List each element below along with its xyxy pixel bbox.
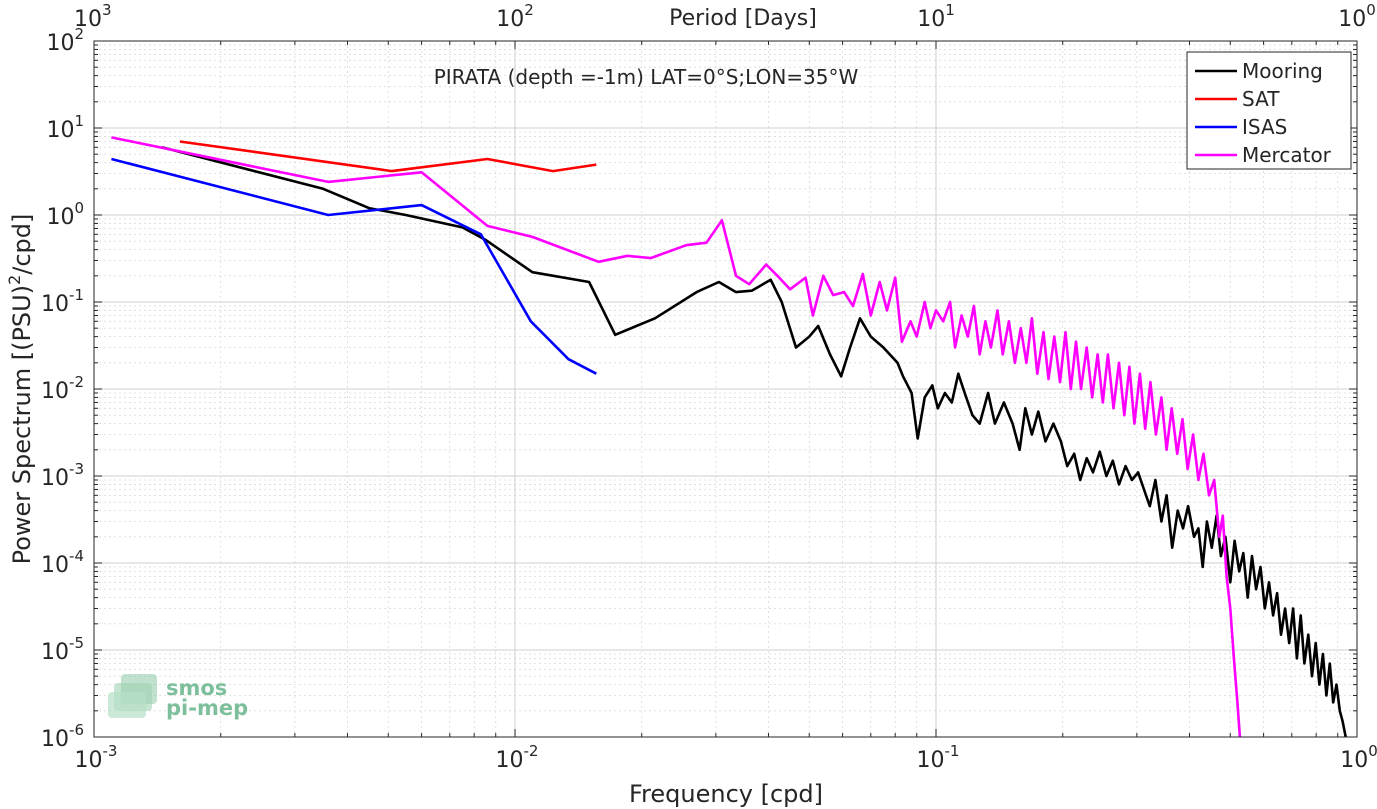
y-tick-label: 10-5	[41, 634, 84, 665]
x-tick-label: 10-2	[496, 742, 539, 773]
legend-label-sat: SAT	[1242, 87, 1280, 111]
y-tick-label: 100	[46, 199, 84, 230]
legend-label-mooring: Mooring	[1242, 59, 1323, 83]
y-tick-label: 10-2	[41, 373, 84, 404]
y-tick-label: 10-1	[41, 286, 84, 317]
logo-text-line2: pi-mep	[166, 696, 248, 720]
smos-pi-mep-logo: smos pi-mep	[108, 674, 248, 720]
top-tick-label: 100	[1338, 1, 1376, 32]
y-tick-label: 10-4	[41, 547, 84, 578]
y-tick-label: 10-6	[41, 721, 84, 752]
logo-mark-icon	[108, 674, 157, 718]
y-axis-label-main: Power Spectrum [(PSU)	[8, 285, 36, 564]
tick-marks	[93, 40, 1358, 738]
legend: Mooring SAT ISAS Mercator	[1186, 51, 1352, 170]
series-line-mercator	[111, 136, 1242, 738]
tick-labels: 10-3 10-2 10-1 100 10-6 10-5 10-4 10-3 10-2 10-1 1…	[41, 1, 1377, 773]
legend-label-isas: ISAS	[1242, 115, 1287, 139]
y-axis-label-end: /cpd]	[8, 214, 36, 275]
y-axis-label: Power Spectrum [(PSU)2/cpd]	[5, 214, 36, 565]
top-tick-label: 103	[74, 1, 112, 32]
y-tick-label: 10-3	[41, 460, 84, 491]
x-axis-label: Frequency [cpd]	[629, 780, 823, 808]
x-tick-label: 10-3	[75, 742, 118, 773]
y-axis-label-sup: 2	[5, 275, 24, 285]
minor-grid	[94, 41, 1357, 737]
logo-text-line1: smos	[166, 676, 227, 700]
series-line-sat	[179, 140, 597, 173]
y-tick-label: 101	[46, 112, 84, 143]
series-line-mooring	[161, 146, 1347, 738]
series-layer	[111, 136, 1347, 738]
chart-title: PIRATA (depth =-1m) LAT=0°S;LON=35°W	[434, 65, 859, 89]
top-axis-label: Period [Days]	[669, 6, 817, 31]
x-tick-label: 10-1	[917, 742, 960, 773]
legend-label-mercator: Mercator	[1242, 143, 1332, 167]
series-line-isas	[111, 157, 597, 375]
top-tick-label: 102	[496, 1, 534, 32]
top-tick-label: 101	[917, 1, 955, 32]
x-tick-label: 100	[1340, 742, 1377, 773]
y-tick-label: 102	[46, 25, 84, 56]
